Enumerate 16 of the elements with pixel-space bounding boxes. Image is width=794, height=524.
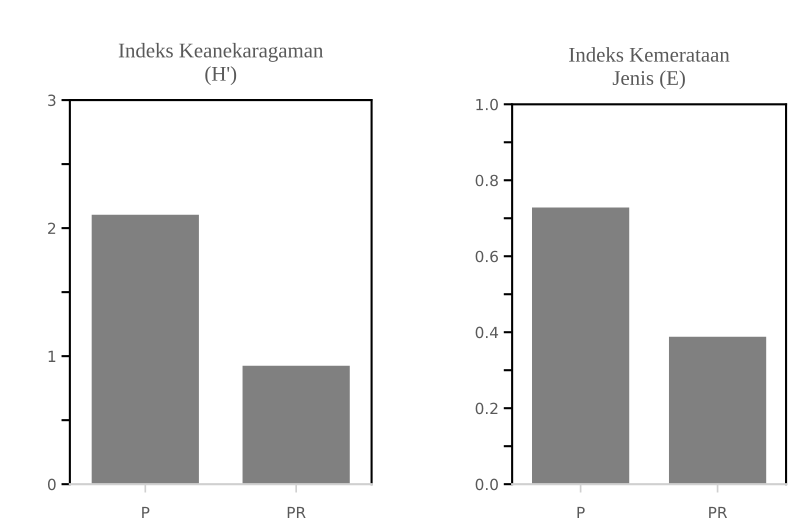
y-tick-label: 1: [48, 350, 56, 362]
y-tick-label: 2: [48, 222, 56, 234]
y-tick-label: 3: [48, 94, 56, 106]
x-tick-label: PR: [709, 506, 728, 518]
chart-title: Indeks Keanekaragaman (H'): [118, 42, 324, 86]
y-tick-label: 1.0: [476, 98, 498, 110]
y-tick-label: 0.2: [476, 402, 498, 414]
x-tick-label: P: [578, 506, 585, 518]
y-tick-label: 0.0: [476, 478, 498, 490]
y-tick-label: 0.6: [476, 250, 498, 262]
y-tick-label: 0.8: [476, 174, 498, 186]
y-tick-label: 0.4: [476, 326, 498, 338]
x-tick-label: P: [142, 506, 150, 518]
y-tick-label: 0: [48, 478, 56, 490]
chart-title: Indeks Kemerataan Jenis (E): [569, 47, 730, 90]
x-tick-label: PR: [288, 506, 306, 518]
